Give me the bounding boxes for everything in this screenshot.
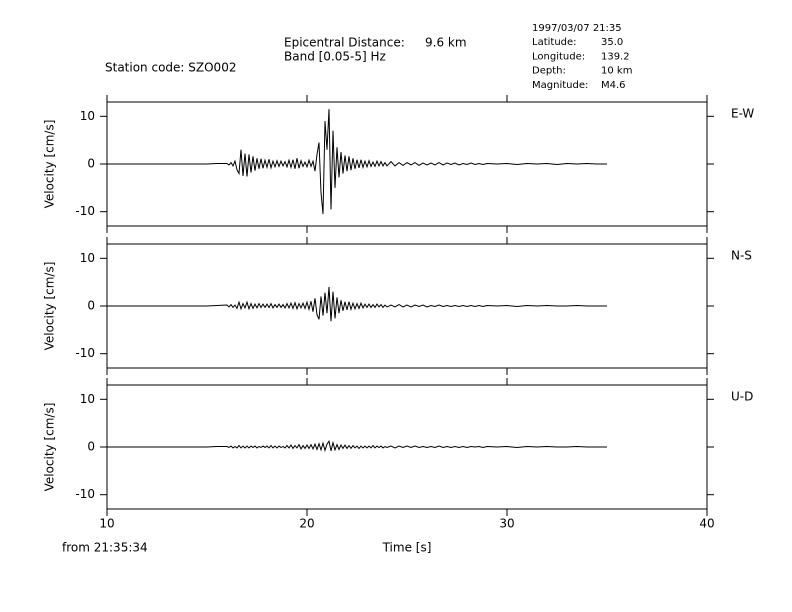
component-label: U-D [731,390,753,404]
y-tick-label: 0 [87,157,95,171]
info-label: Depth: [532,66,566,77]
band: Band [0.05-5] Hz [284,50,386,64]
y-axis-label: Velocity [cm/s] [43,403,57,492]
info-value: 35.0 [601,37,623,48]
station-code: Station code: SZO002 [105,61,236,75]
info-value: 139.2 [601,51,630,62]
component-label: E-W [731,107,754,121]
waveform [107,440,607,453]
x-axis-label: Time [s] [382,541,432,555]
y-tick-label: 10 [80,392,95,406]
y-tick-label: -10 [75,204,95,218]
y-tick-label: -10 [75,487,95,501]
x-tick-label: 40 [699,517,714,531]
info-value: 10 km [601,66,632,77]
x-tick-label: 30 [499,517,514,531]
waveform [107,286,607,322]
info-label: Magnitude: [532,80,588,91]
y-tick-label: -10 [75,346,95,360]
y-tick-label: 10 [80,109,95,123]
y-axis-label: Velocity [cm/s] [43,262,57,351]
epicentral-label: Epicentral Distance: [284,36,405,50]
epicentral-value: 9.6 km [425,36,467,50]
event-date: 1997/03/07 21:35 [532,23,622,34]
x-tick-label: 10 [99,517,114,531]
info-label: Latitude: [532,37,577,48]
info-label: Longitude: [532,51,585,62]
y-tick-label: 10 [80,251,95,265]
time-origin: from 21:35:34 [62,541,148,555]
component-label: N-S [731,249,752,263]
waveform [107,109,607,215]
info-value: M4.6 [601,80,626,91]
x-tick-label: 20 [299,517,314,531]
y-axis-label: Velocity [cm/s] [43,120,57,209]
y-tick-label: 0 [87,440,95,454]
y-tick-label: 0 [87,299,95,313]
